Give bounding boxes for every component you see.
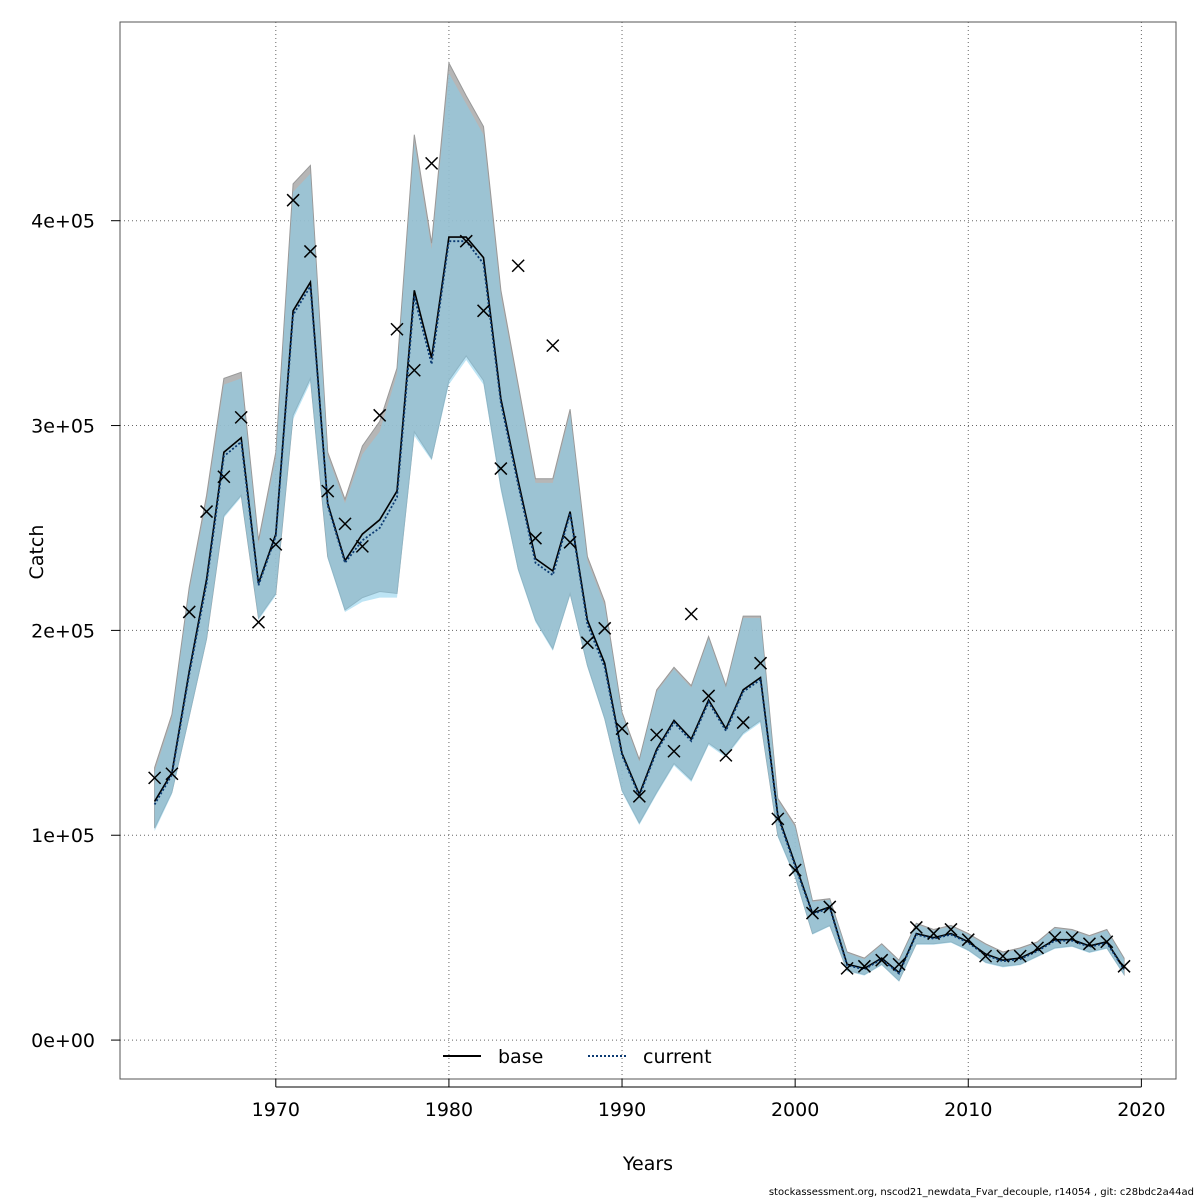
x-tick-label: 1990: [598, 1099, 646, 1121]
observation-point: [234, 410, 248, 424]
observation-point: [321, 484, 335, 498]
observation-point: [961, 933, 975, 947]
y-tick-label: 3e+05: [31, 416, 95, 438]
x-tick-label: 1970: [252, 1099, 300, 1121]
band-current: [154, 73, 1125, 982]
observation-point: [286, 193, 300, 207]
observation-point: [425, 156, 439, 170]
observation-point: [667, 744, 681, 758]
observation-point: [165, 767, 179, 781]
observation-point: [1030, 941, 1045, 955]
x-axis-label: Years: [622, 1153, 673, 1175]
x-tick-label: 2000: [771, 1099, 819, 1121]
y-tick-label: 2e+05: [31, 620, 95, 642]
observation-point: [338, 517, 352, 531]
observation-point: [719, 748, 733, 762]
observation-point: [217, 470, 231, 484]
observation-point: [650, 728, 664, 742]
observation-point: [528, 531, 543, 545]
observation-point: [1013, 949, 1027, 963]
y-tick-label: 0e+00: [31, 1030, 95, 1052]
observation-point: [546, 339, 560, 353]
observation-point: [927, 927, 941, 941]
observation-point: [753, 656, 768, 670]
observation-point: [805, 906, 819, 920]
observation-point: [1048, 931, 1062, 945]
observation-point: [580, 636, 594, 650]
observation-point: [251, 615, 266, 629]
observation-point: [269, 537, 283, 551]
observation-point: [355, 539, 369, 553]
legend-current-label: current: [643, 1046, 712, 1068]
observation-point: [1117, 959, 1131, 973]
plot-frame: [119, 21, 1177, 1080]
observation-point: [857, 959, 871, 973]
observation-point: [182, 605, 196, 619]
x-tick-label: 1980: [425, 1099, 473, 1121]
observation-point: [771, 812, 785, 826]
confidence-bands: [154, 61, 1125, 982]
observation-point: [373, 408, 387, 422]
observation-point: [979, 949, 993, 963]
observation-point: [303, 244, 317, 258]
line-current: [153, 240, 1125, 975]
observation-point: [563, 535, 577, 549]
observation-point: [840, 961, 854, 975]
observation-point: [632, 789, 646, 803]
footer-credit: stockassessment.org, nscod21_newdata_Fva…: [768, 1187, 1194, 1198]
x-tick-label: 2010: [944, 1099, 992, 1121]
observation-point: [788, 863, 802, 877]
y-tick-label: 1e+05: [31, 825, 95, 847]
observation-point: [615, 722, 629, 736]
observation-point: [909, 920, 923, 934]
observation-point: [459, 234, 473, 248]
observation-point: [407, 363, 421, 377]
legend-base-label: base: [498, 1046, 543, 1068]
observation-point: [494, 462, 508, 476]
y-axis-label: Catch: [26, 525, 48, 580]
observation-point: [684, 607, 698, 621]
x-axis: 1970 1980 1990 2000 2010 2020: [252, 1079, 1166, 1121]
observation-point: [892, 957, 906, 971]
observation-point: [736, 716, 750, 730]
observation-point: [996, 949, 1010, 963]
y-axis: 0e+00 1e+05 2e+05 3e+05 4e+05: [31, 211, 120, 1052]
observation-point: [1082, 937, 1096, 951]
observation-point: [944, 922, 958, 936]
legend: base current: [443, 1046, 712, 1068]
observation-point: [148, 771, 162, 785]
observation-point: [511, 259, 525, 273]
series-lines: [153, 236, 1125, 975]
observation-point: [390, 322, 404, 336]
y-tick-label: 4e+05: [31, 211, 95, 233]
observation-point: [1065, 931, 1079, 945]
observation-point: [1100, 935, 1114, 949]
observation-point: [477, 304, 491, 318]
observation-point: [823, 900, 837, 914]
observation-markers: [148, 156, 1131, 975]
x-tick-label: 2020: [1117, 1099, 1165, 1121]
observation-point: [598, 621, 612, 635]
observation-point: [200, 505, 214, 519]
observation-point: [875, 953, 889, 967]
observation-point: [702, 689, 716, 703]
